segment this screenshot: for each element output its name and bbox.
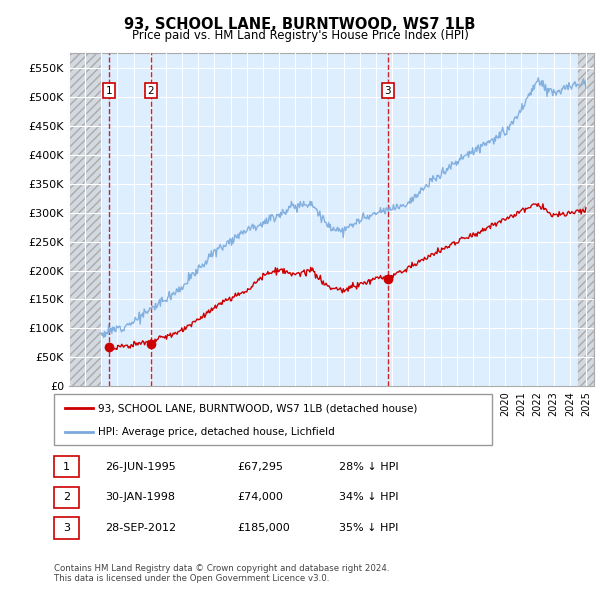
Text: Price paid vs. HM Land Registry's House Price Index (HPI): Price paid vs. HM Land Registry's House …	[131, 30, 469, 42]
Text: 28-SEP-2012: 28-SEP-2012	[105, 523, 176, 533]
Text: 2: 2	[148, 86, 154, 96]
Text: £74,000: £74,000	[237, 493, 283, 502]
Text: £67,295: £67,295	[237, 462, 283, 471]
Text: 26-JUN-1995: 26-JUN-1995	[105, 462, 176, 471]
Text: £185,000: £185,000	[237, 523, 290, 533]
Text: 93, SCHOOL LANE, BURNTWOOD, WS7 1LB: 93, SCHOOL LANE, BURNTWOOD, WS7 1LB	[124, 17, 476, 31]
Text: 35% ↓ HPI: 35% ↓ HPI	[339, 523, 398, 533]
Bar	[69, 53, 101, 386]
Text: Contains HM Land Registry data © Crown copyright and database right 2024.
This d: Contains HM Land Registry data © Crown c…	[54, 563, 389, 583]
Text: 1: 1	[63, 462, 70, 471]
Text: HPI: Average price, detached house, Lichfield: HPI: Average price, detached house, Lich…	[98, 427, 335, 437]
Bar	[578, 53, 594, 386]
Text: 30-JAN-1998: 30-JAN-1998	[105, 493, 175, 502]
Text: 28% ↓ HPI: 28% ↓ HPI	[339, 462, 398, 471]
Text: 93, SCHOOL LANE, BURNTWOOD, WS7 1LB (detached house): 93, SCHOOL LANE, BURNTWOOD, WS7 1LB (det…	[98, 403, 417, 413]
Text: 1: 1	[106, 86, 113, 96]
Bar	[69, 53, 101, 386]
Text: 2: 2	[63, 493, 70, 502]
Text: 3: 3	[385, 86, 391, 96]
Text: 34% ↓ HPI: 34% ↓ HPI	[339, 493, 398, 502]
Text: 3: 3	[63, 523, 70, 533]
Bar	[578, 53, 594, 386]
